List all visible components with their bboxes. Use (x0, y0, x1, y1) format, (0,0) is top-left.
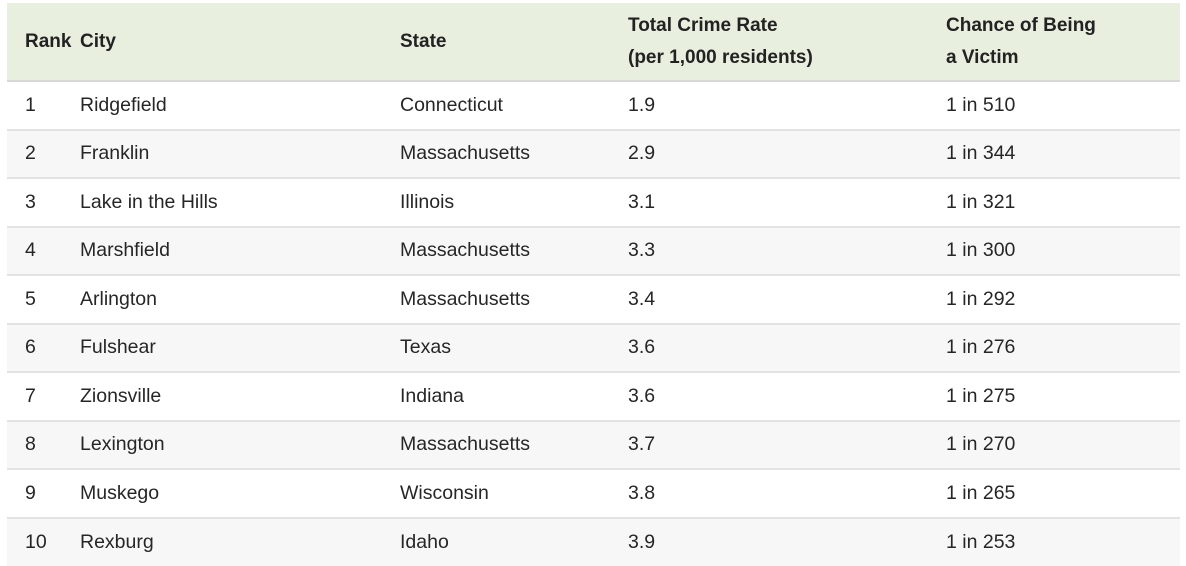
cell-crime-rate: 3.1 (628, 190, 656, 213)
header-city: City (80, 3, 400, 82)
cell-state: Massachusetts (400, 239, 531, 262)
cell-city: Fulshear (80, 336, 156, 359)
cell-victim-chance: 1 in 344 (946, 142, 1016, 165)
cell-city: Zionsville (80, 384, 162, 407)
cell-city: Marshfield (80, 239, 170, 262)
cell-rank: 5 (25, 287, 36, 310)
table-row: 3 Lake in the Hills Illinois 3.1 1 in 321 (7, 178, 1180, 227)
cell-crime-rate: 3.8 (628, 481, 656, 504)
header-crime-rate-line2: (per 1,000 residents) (628, 46, 813, 68)
cell-crime-rate: 3.9 (628, 530, 656, 553)
cell-victim-chance: 1 in 253 (946, 530, 1016, 553)
cell-state: Connecticut (400, 93, 503, 116)
cell-city: Ridgefield (80, 93, 167, 116)
cell-state: Wisconsin (400, 481, 489, 504)
cell-crime-rate: 2.9 (628, 142, 656, 165)
cell-crime-rate: 3.4 (628, 287, 656, 310)
cell-state: Massachusetts (400, 433, 531, 456)
cell-state: Illinois (400, 190, 455, 213)
header-victim-chance-line2: a Victim (946, 46, 1019, 68)
header-city-label: City (80, 30, 116, 52)
table-row: 5 Arlington Massachusetts 3.4 1 in 292 (7, 275, 1180, 324)
table-row: 10 Rexburg Idaho 3.9 1 in 253 (7, 517, 1180, 566)
cell-state: Texas (400, 336, 451, 359)
header-state: State (400, 3, 628, 82)
cell-state: Massachusetts (400, 287, 531, 310)
cell-rank: 3 (25, 190, 36, 213)
cell-city: Lexington (80, 433, 165, 456)
header-victim-chance-line1: Chance of Being (946, 14, 1096, 36)
cell-crime-rate: 3.6 (628, 336, 656, 359)
header-crime-rate-line1: Total Crime Rate (628, 14, 778, 36)
header-victim-chance: Chance of Being a Victim (946, 3, 1180, 82)
table-row: 9 Muskego Wisconsin 3.8 1 in 265 (7, 469, 1180, 518)
table-row: 7 Zionsville Indiana 3.6 1 in 275 (7, 372, 1180, 421)
header-rank-label: Rank (25, 30, 72, 52)
table-row: 4 Marshfield Massachusetts 3.3 1 in 300 (7, 226, 1180, 275)
cell-rank: 9 (25, 481, 36, 504)
cell-state: Idaho (400, 530, 449, 553)
cell-city: Lake in the Hills (80, 190, 218, 213)
header-rank: Rank (7, 3, 80, 82)
cell-victim-chance: 1 in 265 (946, 481, 1016, 504)
cell-rank: 7 (25, 384, 36, 407)
table-row: 6 Fulshear Texas 3.6 1 in 276 (7, 323, 1180, 372)
cell-rank: 1 (25, 93, 36, 116)
cell-rank: 8 (25, 433, 36, 456)
cell-rank: 2 (25, 142, 36, 165)
cell-state: Massachusetts (400, 142, 531, 165)
cell-victim-chance: 1 in 270 (946, 433, 1016, 456)
cell-victim-chance: 1 in 300 (946, 239, 1016, 262)
cell-victim-chance: 1 in 275 (946, 384, 1016, 407)
cell-crime-rate: 1.9 (628, 93, 656, 116)
table-row: 2 Franklin Massachusetts 2.9 1 in 344 (7, 129, 1180, 178)
cell-crime-rate: 3.3 (628, 239, 656, 262)
table-row: 1 Ridgefield Connecticut 1.9 1 in 510 (7, 81, 1180, 130)
table-row: 8 Lexington Massachusetts 3.7 1 in 270 (7, 420, 1180, 469)
header-row: Rank City State Total Crime Rate (per 1,… (7, 3, 1180, 82)
cell-crime-rate: 3.6 (628, 384, 656, 407)
cell-city: Muskego (80, 481, 160, 504)
cell-rank: 4 (25, 239, 36, 262)
cell-city: Rexburg (80, 530, 154, 553)
cell-city: Arlington (80, 287, 157, 310)
cell-victim-chance: 1 in 321 (946, 190, 1016, 213)
table-body: 1 Ridgefield Connecticut 1.9 1 in 510 2 Frankl… (7, 81, 1180, 566)
table-header: Rank City State Total Crime Rate (per 1,… (7, 3, 1180, 82)
cell-crime-rate: 3.7 (628, 433, 656, 456)
header-state-label: State (400, 30, 447, 52)
cell-victim-chance: 1 in 292 (946, 287, 1016, 310)
crime-rate-table: Rank City State Total Crime Rate (per 1,… (7, 3, 1180, 566)
cell-rank: 10 (25, 530, 47, 553)
cell-rank: 6 (25, 336, 36, 359)
cell-city: Franklin (80, 142, 150, 165)
header-crime-rate: Total Crime Rate (per 1,000 residents) (628, 3, 946, 82)
cell-victim-chance: 1 in 276 (946, 336, 1016, 359)
cell-state: Indiana (400, 384, 464, 407)
cell-victim-chance: 1 in 510 (946, 93, 1016, 116)
